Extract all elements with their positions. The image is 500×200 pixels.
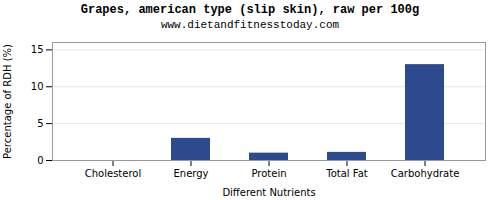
- svg-text:Energy: Energy: [173, 168, 208, 179]
- svg-text:Carbohydrate: Carbohydrate: [391, 168, 460, 179]
- svg-text:Percentage of RDH (%): Percentage of RDH (%): [2, 44, 13, 159]
- svg-text:15: 15: [31, 44, 44, 55]
- svg-text:10: 10: [31, 81, 44, 92]
- svg-text:Cholesterol: Cholesterol: [85, 168, 141, 179]
- html-text:www.dietandfitnesstoday.com: www.dietandfitnesstoday.com: [160, 19, 340, 31]
- svg-text:0: 0: [37, 155, 43, 166]
- svg-text:Total Fat: Total Fat: [325, 168, 367, 179]
- svg-text:Protein: Protein: [251, 168, 286, 179]
- svg-text:5: 5: [37, 118, 43, 129]
- html-text:Grapes, american type (slip sk: Grapes, american type (slip skin), raw p…: [80, 3, 420, 17]
- svg-text:Different Nutrients: Different Nutrients: [222, 187, 315, 198]
